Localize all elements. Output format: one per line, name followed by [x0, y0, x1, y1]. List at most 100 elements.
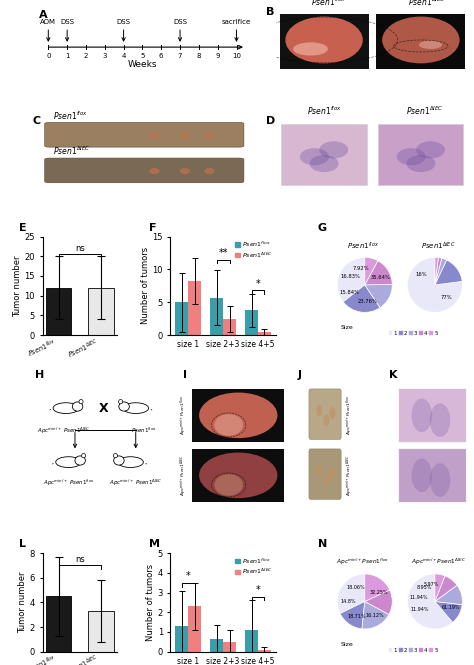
Bar — [188, 281, 201, 335]
Text: ns: ns — [75, 244, 85, 253]
Ellipse shape — [82, 454, 86, 458]
Y-axis label: Number of tumors: Number of tumors — [141, 247, 150, 325]
Text: $Psen1^{flox}$: $Psen1^{flox}$ — [307, 104, 341, 117]
Bar — [245, 310, 258, 335]
Bar — [210, 639, 223, 652]
Ellipse shape — [180, 168, 190, 174]
Legend: 1, 2, 3, 4, 5: 1, 2, 3, 4, 5 — [389, 331, 438, 336]
Bar — [223, 319, 236, 335]
Ellipse shape — [324, 414, 329, 426]
FancyBboxPatch shape — [280, 13, 369, 68]
Bar — [175, 626, 188, 652]
Y-axis label: Number of tumors: Number of tumors — [146, 564, 155, 641]
Text: Size: Size — [340, 642, 353, 647]
Bar — [210, 298, 223, 335]
Ellipse shape — [430, 464, 450, 497]
Y-axis label: Tumor number: Tumor number — [18, 572, 27, 633]
Text: N: N — [318, 539, 327, 549]
Text: $Apc^{min/+}Psen1^{\Delta IEC}$: $Apc^{min/+}Psen1^{\Delta IEC}$ — [178, 455, 189, 496]
Ellipse shape — [300, 148, 329, 166]
Text: 9: 9 — [216, 53, 220, 59]
Ellipse shape — [118, 400, 123, 404]
Text: *: * — [255, 279, 260, 289]
Ellipse shape — [204, 132, 214, 138]
Ellipse shape — [79, 400, 83, 404]
Bar — [188, 606, 201, 652]
Text: J: J — [297, 370, 301, 380]
FancyBboxPatch shape — [399, 389, 466, 442]
Ellipse shape — [397, 148, 426, 166]
Text: *: * — [255, 585, 260, 595]
Ellipse shape — [199, 392, 277, 438]
FancyBboxPatch shape — [282, 124, 367, 185]
Ellipse shape — [411, 459, 432, 492]
Text: B: B — [266, 7, 274, 17]
Ellipse shape — [118, 457, 143, 467]
Text: $Apc^{min/+}$ $Psen1^{\Delta IEC}$: $Apc^{min/+}$ $Psen1^{\Delta IEC}$ — [109, 477, 163, 488]
Ellipse shape — [382, 17, 460, 63]
Text: $Apc^{min/+}$ $Psen1^{\Delta IEC}$: $Apc^{min/+}$ $Psen1^{\Delta IEC}$ — [36, 426, 90, 436]
Text: C: C — [33, 116, 41, 126]
Ellipse shape — [180, 132, 190, 138]
Ellipse shape — [329, 407, 335, 419]
Text: ns: ns — [75, 555, 85, 564]
Ellipse shape — [324, 474, 329, 486]
Text: *: * — [186, 571, 191, 581]
FancyBboxPatch shape — [378, 124, 464, 185]
Text: $Apc^{min/+}Psen1^{flox}$: $Apc^{min/+}Psen1^{flox}$ — [336, 557, 389, 567]
Ellipse shape — [411, 398, 432, 432]
Bar — [46, 288, 72, 335]
Text: 1: 1 — [65, 53, 69, 59]
Legend: $Psen1^{flox}$, $Psen1^{\Delta IEC}$: $Psen1^{flox}$, $Psen1^{\Delta IEC}$ — [235, 556, 273, 576]
Ellipse shape — [149, 132, 160, 138]
Text: $Apc^{min/+}$ $Psen1^{flox}$: $Apc^{min/+}$ $Psen1^{flox}$ — [43, 477, 94, 488]
Text: $Psen1^{flox}$: $Psen1^{flox}$ — [346, 241, 379, 252]
Text: $Psen1^{\Delta IEC}$: $Psen1^{\Delta IEC}$ — [408, 0, 446, 8]
Text: 4: 4 — [121, 53, 126, 59]
Ellipse shape — [114, 456, 124, 465]
Text: DSS: DSS — [60, 19, 74, 25]
FancyBboxPatch shape — [399, 449, 466, 501]
Text: $Apc^{min/+}Psen1^{flox}$: $Apc^{min/+}Psen1^{flox}$ — [178, 395, 189, 436]
Ellipse shape — [119, 402, 129, 411]
Legend: 1, 2, 3, 4, 5: 1, 2, 3, 4, 5 — [389, 648, 438, 653]
Ellipse shape — [199, 452, 277, 498]
Text: D: D — [266, 116, 275, 126]
Text: 3: 3 — [102, 53, 107, 59]
Text: $Psen1^{\Delta IEC}$: $Psen1^{\Delta IEC}$ — [406, 104, 443, 117]
Text: A: A — [38, 10, 47, 20]
FancyBboxPatch shape — [45, 158, 244, 183]
Bar — [175, 303, 188, 335]
Text: $Psen1^{flox}$: $Psen1^{flox}$ — [53, 109, 88, 122]
Text: 10: 10 — [232, 53, 241, 59]
FancyBboxPatch shape — [192, 449, 284, 501]
Bar — [245, 630, 258, 652]
Text: X: X — [99, 402, 108, 415]
Bar — [258, 332, 271, 335]
Text: $Psen1^{\Delta IEC}$: $Psen1^{\Delta IEC}$ — [421, 241, 456, 252]
Bar — [258, 650, 271, 652]
Text: 6: 6 — [159, 53, 164, 59]
Bar — [46, 597, 72, 652]
Ellipse shape — [406, 155, 436, 172]
Ellipse shape — [316, 465, 322, 477]
Text: 2: 2 — [84, 53, 88, 59]
Ellipse shape — [123, 403, 148, 414]
Text: AOM: AOM — [40, 19, 56, 25]
Text: 0: 0 — [46, 53, 51, 59]
Ellipse shape — [75, 456, 85, 465]
Text: $Psen1^{flox}$: $Psen1^{flox}$ — [310, 0, 346, 8]
Text: $Psen1^{flox}$: $Psen1^{flox}$ — [131, 426, 156, 436]
Text: $Apc^{min/+}Psen1^{\Delta IEC}$: $Apc^{min/+}Psen1^{\Delta IEC}$ — [411, 557, 466, 567]
FancyBboxPatch shape — [309, 389, 341, 440]
Bar — [88, 288, 114, 335]
Text: DSS: DSS — [173, 19, 187, 25]
Ellipse shape — [53, 403, 79, 414]
Text: $Apc^{min/+}Psen1^{\Delta IEC}$: $Apc^{min/+}Psen1^{\Delta IEC}$ — [345, 455, 355, 496]
Ellipse shape — [149, 168, 160, 174]
Ellipse shape — [416, 141, 445, 158]
Ellipse shape — [113, 454, 118, 458]
Text: E: E — [19, 223, 27, 233]
Ellipse shape — [293, 43, 328, 56]
Text: 7: 7 — [178, 53, 182, 59]
